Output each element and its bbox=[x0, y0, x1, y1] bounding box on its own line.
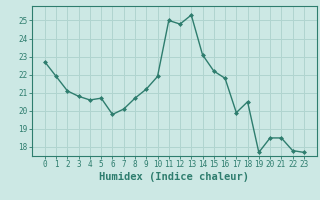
X-axis label: Humidex (Indice chaleur): Humidex (Indice chaleur) bbox=[100, 172, 249, 182]
